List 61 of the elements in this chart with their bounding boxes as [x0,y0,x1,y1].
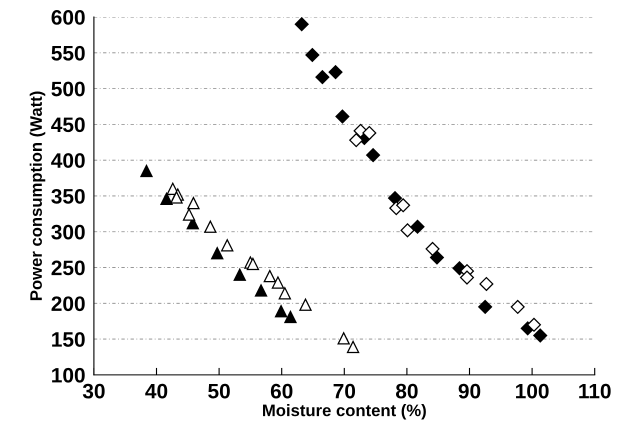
point [388,191,402,206]
point [460,270,474,285]
y-tick-label: 300 [51,224,85,240]
x-tick-label: 50 [208,384,230,399]
y-axis-title: Power consumption (Watt) [30,92,46,300]
y-tick-label: 400 [51,153,85,168]
y-tick-label: 450 [51,117,85,132]
point [264,270,276,282]
point [337,332,350,345]
point [315,70,330,84]
x-axis-title: Moisture content (%) [263,404,426,420]
point [479,276,494,291]
y-tick-label: 250 [52,260,85,276]
x-tick-label: 40 [145,384,168,399]
x-tick-label: 30 [82,384,105,399]
point [211,247,224,260]
y-tick-label: 100 [52,368,85,383]
point [533,328,548,343]
point [278,287,292,300]
point [284,310,297,324]
point [272,276,284,289]
point [182,208,196,221]
point [294,17,309,32]
point [234,268,246,281]
point [335,110,350,124]
point [510,300,525,314]
point [366,148,380,162]
x-tick-label: 90 [458,384,480,399]
y-tick-label: 200 [52,296,85,312]
point [396,198,410,212]
x-tick-label: 60 [270,384,292,399]
point [299,298,312,311]
point [400,223,415,238]
y-tick-label: 550 [51,46,85,61]
point [328,65,343,80]
y-tick-label: 350 [51,188,85,204]
point [204,220,217,233]
point [346,340,360,354]
point [160,192,173,206]
y-tick-label: 150 [52,332,85,347]
point [526,318,541,332]
point [410,220,425,234]
x-tick-label: 100 [516,384,549,399]
point [430,250,444,265]
point [349,133,364,148]
x-tick-label: 110 [579,384,611,399]
point [140,164,153,178]
point [187,196,200,210]
point [221,239,234,252]
point [426,242,440,256]
point [478,300,492,314]
point [305,48,320,62]
y-tick-label: 600 [52,10,85,25]
point [274,305,288,318]
x-tick-label: 80 [396,384,418,399]
point [362,126,376,140]
x-tick-label: 70 [334,384,356,399]
y-tick-label: 500 [51,82,85,96]
point [246,258,260,270]
point [254,284,268,297]
point [170,191,183,204]
